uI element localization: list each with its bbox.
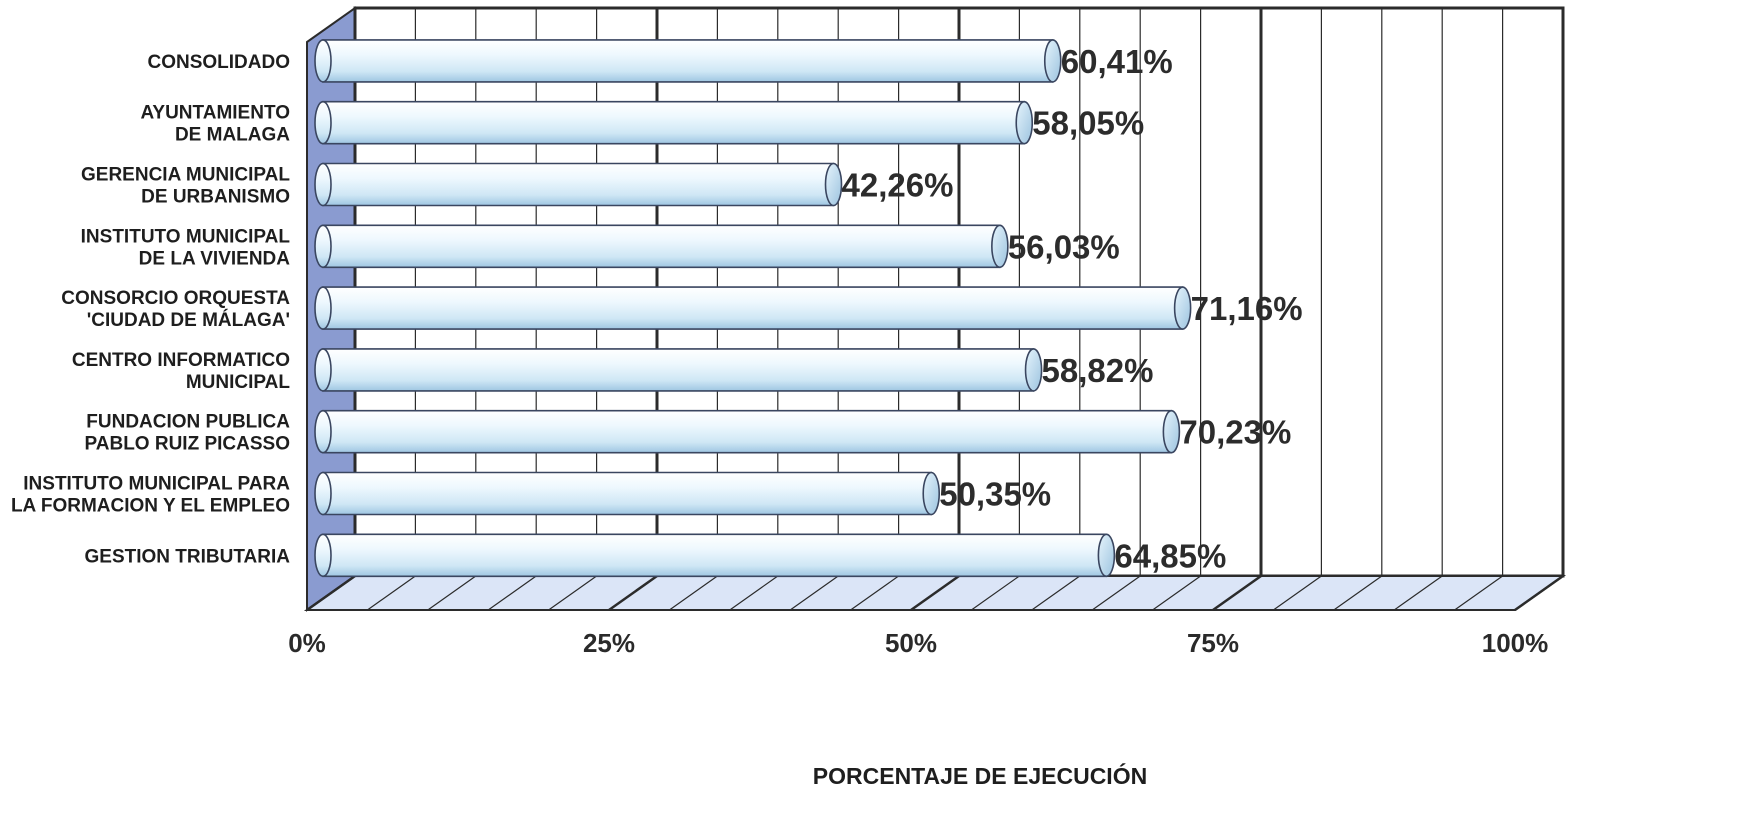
floor-gridline	[729, 575, 779, 611]
bar-body	[322, 39, 1054, 83]
bar-start-cap	[314, 471, 332, 516]
x-axis-title: PORCENTAJE DE EJECUCIÓN	[813, 762, 1147, 789]
x-tick-label: 75%	[1187, 628, 1239, 658]
data-label: 60,41%	[1061, 43, 1173, 80]
floor-gridline	[608, 574, 658, 612]
floor-gridline	[850, 575, 899, 611]
category-label-gestion-tributaria: GESTION TRIBUTARIA	[85, 546, 291, 567]
x-tick-label: 100%	[1482, 628, 1549, 658]
bar-start-cap	[314, 409, 332, 454]
floor-gridline	[789, 575, 839, 611]
data-label: 71,16%	[1191, 290, 1303, 327]
category-label-instituto-municipal-para: INSTITUTO MUNICIPAL PARA	[23, 474, 290, 495]
x-tick-label: 50%	[885, 628, 937, 658]
bar-start-cap	[314, 224, 332, 269]
bar-body	[322, 409, 1173, 454]
bar-start-cap	[314, 286, 332, 330]
bar-body	[322, 162, 835, 207]
floor-gridline	[1454, 575, 1503, 611]
floor-gridline	[1212, 574, 1262, 612]
bar-3	[314, 162, 843, 207]
bar-end-cap	[824, 162, 843, 207]
bar-start-cap	[314, 100, 332, 145]
bar-body	[322, 100, 1026, 145]
bar-start-cap	[314, 162, 332, 207]
floor-gridline	[910, 574, 960, 612]
category-label-gerencia-municipal: DE URBANISMO	[141, 187, 290, 208]
category-label-ayuntamiento: DE MALAGA	[175, 125, 290, 146]
category-label-ayuntamiento: AYUNTAMIENTO	[140, 103, 290, 124]
floor-gridline	[367, 575, 416, 611]
bar-4	[314, 224, 1009, 269]
bar-start-cap	[314, 348, 332, 392]
floor-gridline	[548, 575, 597, 611]
category-label-instituto-municipal-para: LA FORMACION Y EL EMPLEO	[11, 496, 290, 517]
bar-end-cap	[1162, 409, 1181, 454]
bar-body	[322, 224, 1001, 269]
data-label: 58,82%	[1042, 352, 1154, 389]
bar-body	[322, 533, 1108, 578]
data-labels: 60,41% 58,05% 42,26% 56,03% 71,16% 58,82% 70,2…	[842, 43, 1303, 574]
x-tick-label: 0%	[288, 628, 326, 658]
x-axis-tick-labels: 0% 25% 50% 75% 100%	[288, 628, 1548, 658]
bar-end-cap	[1015, 100, 1034, 145]
data-label: 50,35%	[939, 476, 1051, 513]
data-label: 64,85%	[1114, 537, 1226, 574]
bar-end-cap	[1173, 286, 1192, 330]
floor-gridline	[306, 574, 356, 612]
floor-gridline	[1514, 574, 1564, 612]
category-label-consolidado: CONSOLIDADO	[148, 52, 291, 73]
floor-gridline	[1393, 575, 1443, 611]
bar-8	[314, 471, 941, 516]
data-label: 42,26%	[842, 167, 954, 204]
bar-end-cap	[1043, 39, 1062, 83]
category-label-instituto-municipal: DE LA VIVIENDA	[139, 248, 291, 269]
floor-gridline	[1091, 575, 1141, 611]
category-label-consorcio-orquesta: CONSORCIO ORQUESTA	[61, 288, 290, 309]
data-label: 56,03%	[1008, 228, 1120, 265]
category-label-fundacion-publica: PABLO RUIZ PICASSO	[85, 434, 291, 455]
bar-end-cap	[1024, 348, 1043, 392]
bar-end-cap	[1097, 533, 1116, 578]
data-label: 58,05%	[1032, 105, 1144, 142]
bar-body	[322, 286, 1184, 330]
bar-6	[314, 348, 1043, 392]
floor-gridline	[1031, 575, 1081, 611]
floor-gridline	[427, 575, 477, 611]
floor-gridline	[1333, 575, 1383, 611]
bar-5	[314, 286, 1192, 330]
bar-9	[314, 533, 1116, 578]
floor-gridline	[971, 575, 1020, 611]
floor-gridline	[1152, 575, 1201, 611]
bar-end-cap	[922, 471, 941, 516]
chart-bars	[314, 39, 1192, 578]
bar-start-cap	[314, 39, 332, 83]
category-label-centro-informatico: CENTRO INFORMATICO	[72, 350, 290, 371]
bar-1	[314, 39, 1062, 83]
bar-2	[314, 100, 1034, 145]
bar-body	[322, 348, 1035, 392]
category-label-consorcio-orquesta: 'CIUDAD DE MÁLAGA'	[87, 309, 290, 331]
bar-7	[314, 409, 1181, 454]
bar-start-cap	[314, 533, 332, 578]
floor-gridline	[1273, 575, 1322, 611]
floor-gridline	[487, 575, 537, 611]
x-tick-label: 25%	[583, 628, 635, 658]
category-label-centro-informatico: MUNICIPAL	[186, 372, 291, 393]
bar-body	[322, 471, 933, 516]
data-label: 70,23%	[1179, 414, 1291, 451]
category-label-fundacion-publica: FUNDACION PUBLICA	[86, 412, 290, 433]
bar-end-cap	[991, 224, 1009, 269]
category-label-gerencia-municipal: GERENCIA MUNICIPAL	[81, 165, 290, 186]
floor-gridline	[669, 575, 718, 611]
category-label-instituto-municipal: INSTITUTO MUNICIPAL	[81, 226, 291, 247]
